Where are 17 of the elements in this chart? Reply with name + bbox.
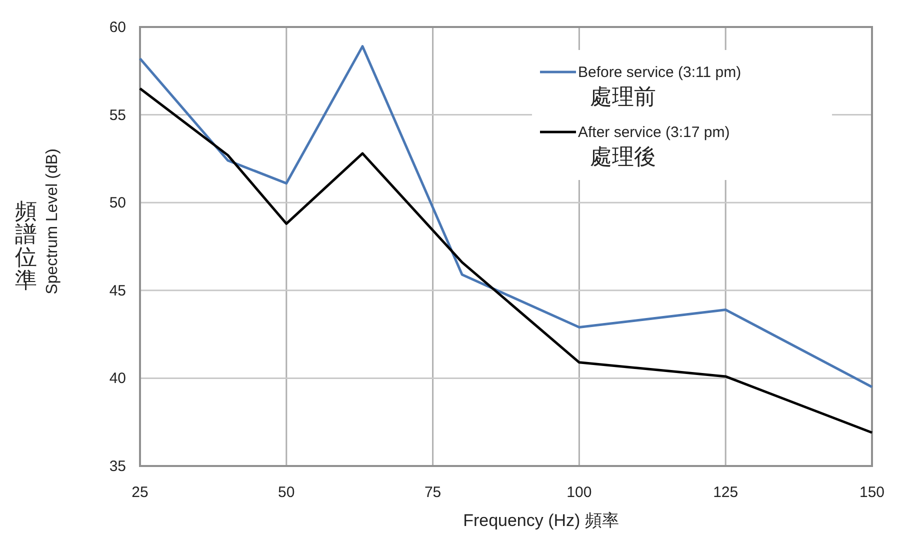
x-tick-label: 50	[278, 484, 295, 501]
x-tick-label: 100	[566, 484, 592, 501]
x-tick-label: 75	[424, 484, 442, 501]
y-tick-label: 35	[109, 458, 126, 475]
y-tick-label: 50	[109, 194, 126, 212]
legend-label: Before service (3:11 pm) 處理前	[578, 64, 742, 109]
line-series	[138, 45, 874, 388]
x-tick-label: 125	[713, 484, 738, 501]
x-tick-label: 150	[859, 484, 885, 501]
legend-label: After service (3:17 pm) 處理後	[578, 124, 730, 169]
y-tick-label: 40	[109, 370, 126, 388]
y-tick-label: 45	[109, 282, 126, 300]
y-tick-label: 60	[109, 19, 126, 36]
line-series	[138, 87, 874, 434]
y-tick-label: 55	[109, 106, 126, 124]
x-axis-title: Frequency (Hz) 頻率	[463, 511, 619, 530]
x-tick-label: 25	[132, 484, 148, 501]
